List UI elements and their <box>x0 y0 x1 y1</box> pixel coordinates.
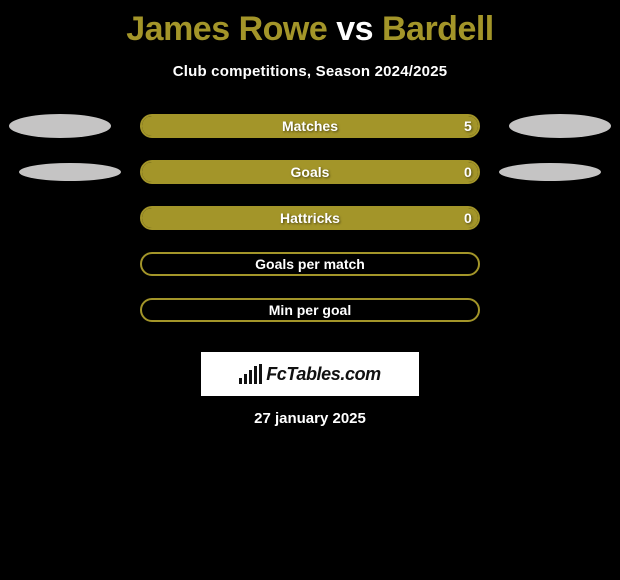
stat-row: Min per goal <box>0 298 620 322</box>
stat-label: Hattricks <box>142 208 478 228</box>
stat-value-right: 0 <box>464 208 472 228</box>
page-title: James Rowe vs Bardell <box>0 0 620 49</box>
stat-bar: Min per goal <box>140 298 480 322</box>
vs-text: vs <box>336 10 373 48</box>
stat-label: Matches <box>142 116 478 136</box>
stat-value-right: 5 <box>464 116 472 136</box>
fctables-logo: FcTables.com <box>201 352 419 396</box>
logo-bars-icon <box>239 364 262 384</box>
stat-bar: Goals0 <box>140 160 480 184</box>
stat-label: Goals per match <box>142 254 478 274</box>
stat-bar: Hattricks0 <box>140 206 480 230</box>
stat-bar: Matches5 <box>140 114 480 138</box>
stat-row: Matches5 <box>0 114 620 138</box>
stat-row: Goals0 <box>0 160 620 184</box>
stat-row: Hattricks0 <box>0 206 620 230</box>
stat-label: Min per goal <box>142 300 478 320</box>
date-text: 27 january 2025 <box>0 410 620 427</box>
logo-text: FcTables.com <box>266 364 381 385</box>
comparison-chart: Matches5Goals0Hattricks0Goals per matchM… <box>0 114 620 322</box>
stat-row: Goals per match <box>0 252 620 276</box>
right-indicator-icon <box>499 163 601 181</box>
stat-bar: Goals per match <box>140 252 480 276</box>
subtitle: Club competitions, Season 2024/2025 <box>0 63 620 80</box>
player1-name: James Rowe <box>126 10 327 48</box>
left-indicator-icon <box>19 163 121 181</box>
stat-label: Goals <box>142 162 478 182</box>
right-indicator-icon <box>509 114 611 138</box>
player2-name: Bardell <box>382 10 494 48</box>
stat-value-right: 0 <box>464 162 472 182</box>
left-indicator-icon <box>9 114 111 138</box>
